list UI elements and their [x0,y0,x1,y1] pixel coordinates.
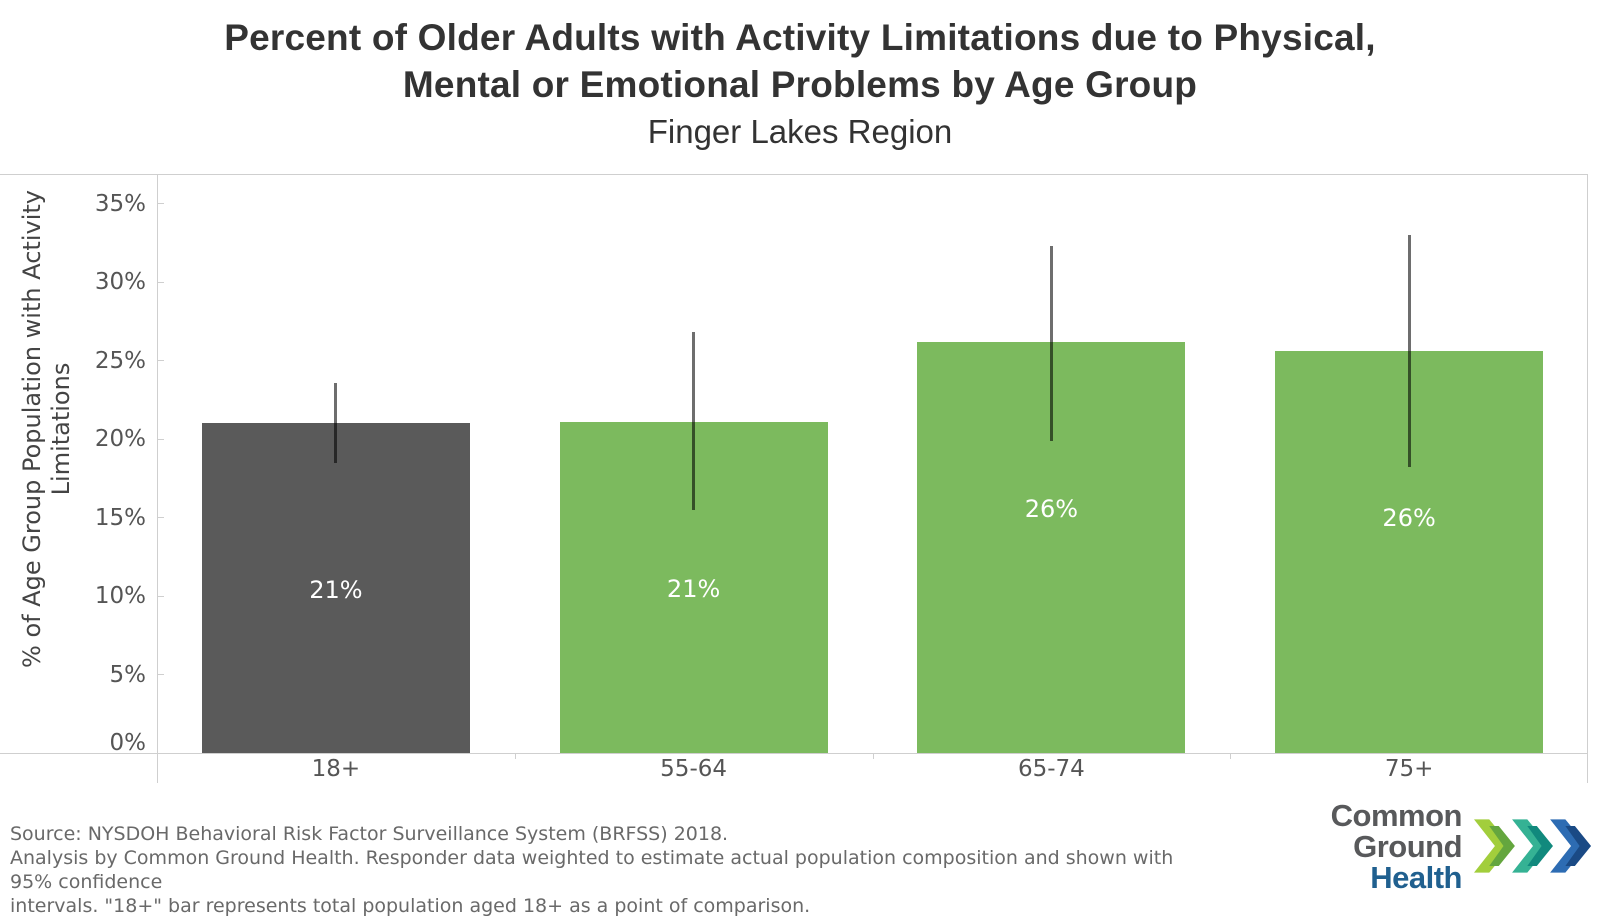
y-tick-35 [157,203,164,204]
y-tick-15 [157,517,164,518]
logo-chevron-fold-2 [1527,826,1553,866]
logo-wordmark-line-1: Common Ground [1330,797,1463,864]
chart-header: Percent of Older Adults with Activity Li… [0,14,1600,152]
y-tick-label-15: 15% [94,504,146,531]
y-tick-label-35: 35% [94,190,146,217]
y-tick-label-25: 25% [94,347,146,374]
source-note: Source: NYSDOH Behavioral Risk Factor Su… [10,822,1210,918]
error-bar-65-74 [1049,245,1053,441]
bar-value-label-18+: 21% [309,576,363,605]
bar-18+[interactable] [201,423,470,753]
y-tick-label-0: 0% [109,730,147,756]
y-tick-label-10: 10% [94,583,146,609]
logo-chevron-fold-3 [1565,826,1592,866]
x-axis-baseline [0,753,1588,754]
logo-chevron-fold-1 [1489,826,1515,866]
chart-subtitle: Finger Lakes Region [647,113,953,150]
x-column-divider-tick-1 [514,754,516,759]
bar-value-label-55-64: 21% [666,574,721,603]
logo-wordmark-line-2: Health [1370,859,1462,895]
y-tick-label-5: 5% [109,661,147,688]
x-category-label-75+: 75+ [1384,756,1434,782]
plot-top-border [0,174,1588,175]
logo-chevrons-icon [1474,819,1592,873]
x-category-label-65-74: 65-74 [1017,756,1085,782]
plot-area: 21% 21% 26% 26% [157,174,1588,753]
source-note-line-3: intervals. "18+" bar represents total po… [10,895,811,917]
y-tick-label-20: 20% [94,426,146,452]
x-column-divider-tick-3 [1230,754,1232,759]
source-note-line-2: Analysis by Common Ground Health. Respon… [10,847,1174,893]
bar-value-label-65-74: 26% [1024,494,1079,523]
x-column-divider-tick-2 [872,754,874,759]
error-bar-55-64 [692,332,696,510]
bar-value-label-75+: 26% [1382,504,1436,533]
plot-right-border [1587,174,1588,783]
logo-wordmark: Common Ground Health [1214,797,1463,895]
x-category-label-18+: 18+ [311,756,361,782]
y-axis-line [157,174,158,783]
chart-title-line-1: Percent of Older Adults with Activity Li… [224,17,1376,58]
x-category-label-55-64: 55-64 [660,756,728,782]
y-tick-5 [157,674,164,675]
source-note-line-1: Source: NYSDOH Behavioral Risk Factor Su… [10,823,729,845]
error-bar-18+ [334,382,338,463]
brand-logo: Common Ground Health [1214,800,1592,893]
y-tick-25 [157,360,164,361]
y-tick-10 [157,595,164,597]
error-bar-75+ [1407,234,1411,468]
chart-title-line-2: Mental or Emotional Problems by Age Grou… [402,64,1198,105]
y-tick-20 [157,438,164,440]
y-tick-30 [157,281,164,283]
y-tick-label-30: 30% [94,269,146,295]
